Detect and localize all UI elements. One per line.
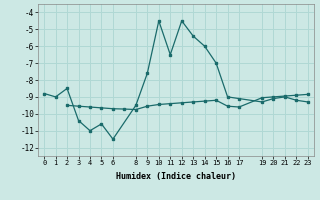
X-axis label: Humidex (Indice chaleur): Humidex (Indice chaleur) [116,172,236,181]
